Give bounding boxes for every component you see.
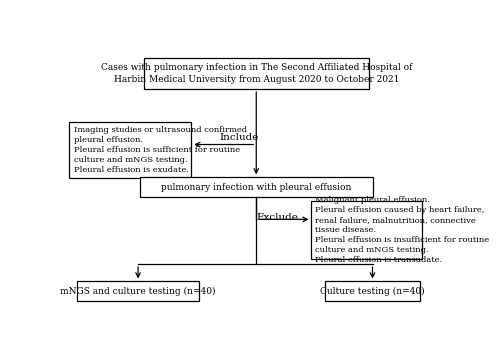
FancyBboxPatch shape: [325, 281, 420, 302]
Text: Culture testing (n=40): Culture testing (n=40): [320, 287, 425, 296]
Text: Cases with pulmonary infection in The Second Affiliated Hospital of
Harbin Medic: Cases with pulmonary infection in The Se…: [100, 64, 412, 84]
Text: Exclude: Exclude: [256, 213, 298, 222]
Text: Malignant pleural effusion.
Pleural effusion caused by heart failure,
renal fail: Malignant pleural effusion. Pleural effu…: [314, 196, 488, 264]
Text: mNGS and culture testing (n=40): mNGS and culture testing (n=40): [60, 287, 216, 296]
Text: pulmonary infection with pleural effusion: pulmonary infection with pleural effusio…: [161, 183, 352, 192]
FancyBboxPatch shape: [77, 281, 199, 302]
FancyBboxPatch shape: [70, 122, 192, 178]
Text: Imaging studies or ultrasound confirmed
pleural effusion.
Pleural effusion is su: Imaging studies or ultrasound confirmed …: [74, 126, 247, 174]
FancyBboxPatch shape: [140, 177, 372, 197]
FancyBboxPatch shape: [144, 58, 368, 89]
FancyBboxPatch shape: [312, 201, 422, 259]
Text: Include: Include: [219, 133, 258, 142]
